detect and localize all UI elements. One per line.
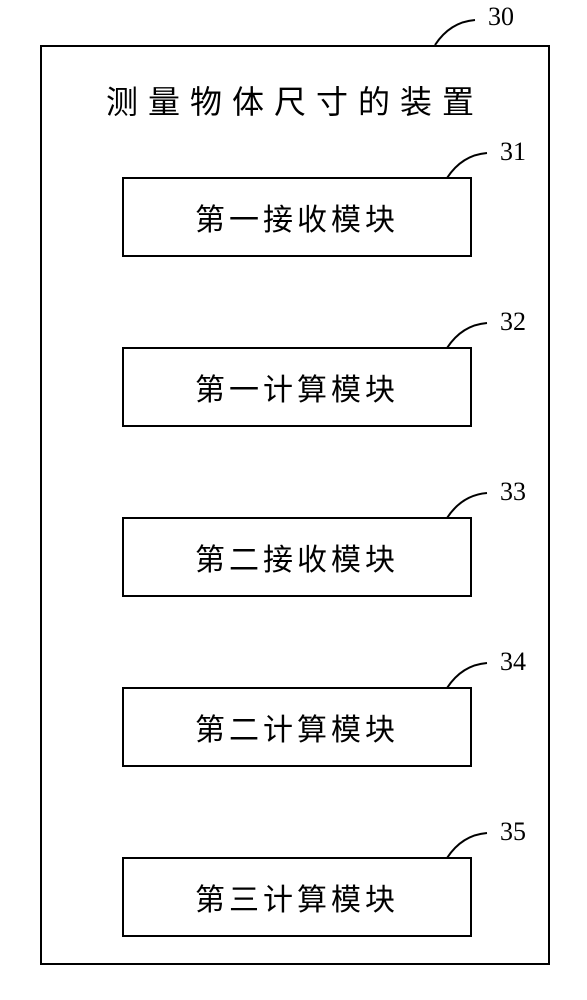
label-35: 35 xyxy=(500,817,526,847)
label-34: 34 xyxy=(500,647,526,677)
label-31: 31 xyxy=(500,137,526,167)
module-4-label: 第二计算模块 xyxy=(195,705,399,749)
module-3-label: 第二接收模块 xyxy=(195,535,399,579)
module-1: 第一接收模块 xyxy=(122,177,472,257)
module-2: 第一计算模块 xyxy=(122,347,472,427)
label-33: 33 xyxy=(500,477,526,507)
label-30: 30 xyxy=(488,2,514,32)
module-2-label: 第一计算模块 xyxy=(195,365,399,409)
label-32: 32 xyxy=(500,307,526,337)
device-container: 测量物体尺寸的装置 31 第一接收模块 32 第一计算模块 33 第二接收模块 … xyxy=(40,45,550,965)
module-5-label: 第三计算模块 xyxy=(195,875,399,919)
module-5: 第三计算模块 xyxy=(122,857,472,937)
module-1-label: 第一接收模块 xyxy=(195,195,399,239)
diagram-title: 测量物体尺寸的装置 xyxy=(42,77,548,123)
module-3: 第二接收模块 xyxy=(122,517,472,597)
module-4: 第二计算模块 xyxy=(122,687,472,767)
